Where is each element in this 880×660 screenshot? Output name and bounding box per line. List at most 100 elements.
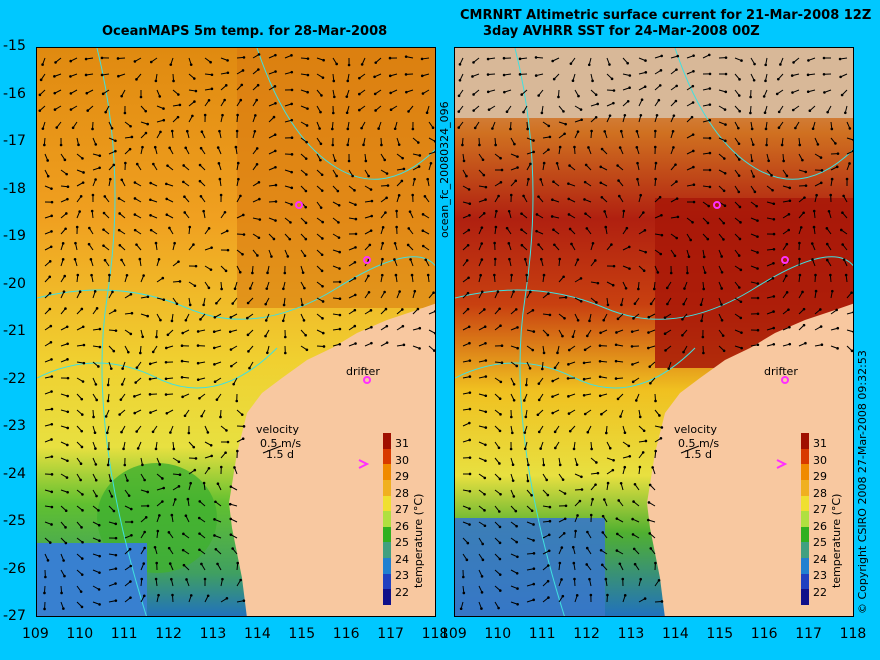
- current-arrowhead: [647, 346, 650, 350]
- current-arrowhead: [564, 504, 568, 508]
- current-arrowhead: [495, 209, 498, 213]
- current-arrowhead: [562, 532, 566, 535]
- current-arrowhead: [274, 53, 277, 57]
- current-arrowhead: [159, 318, 162, 322]
- current-arrowhead: [599, 165, 603, 169]
- current-arrowhead: [480, 575, 484, 578]
- current-arrowhead: [246, 333, 250, 337]
- current-arrowhead: [536, 413, 540, 417]
- current-arrowhead: [46, 174, 50, 178]
- current-arrowhead: [221, 577, 224, 581]
- current-arrowhead: [362, 143, 365, 147]
- current-arrowhead: [84, 57, 88, 61]
- current-arrowhead: [819, 181, 823, 185]
- current-arrowhead: [49, 245, 53, 249]
- current-arrowhead: [600, 147, 604, 151]
- current-arrowhead: [535, 229, 538, 233]
- current-arrowhead: [50, 358, 53, 361]
- current-arrowhead: [410, 273, 414, 277]
- current-arrowhead: [434, 310, 435, 313]
- current-arrowhead: [224, 451, 227, 455]
- current-arrowhead: [627, 444, 631, 448]
- drifter-marker: [781, 376, 789, 384]
- current-arrowhead: [588, 319, 591, 323]
- current-arrowhead: [575, 463, 579, 466]
- current-arrowhead: [561, 334, 564, 338]
- current-arrowhead: [498, 462, 501, 465]
- current-arrowhead: [124, 161, 127, 165]
- current-arrowhead: [90, 209, 94, 213]
- current-arrowhead: [491, 127, 494, 130]
- current-arrowhead: [610, 243, 613, 246]
- current-arrowhead: [468, 341, 471, 345]
- current-arrowhead: [737, 174, 741, 177]
- current-arrowhead: [625, 226, 629, 230]
- longitude-tick: 114: [244, 626, 271, 642]
- current-arrowhead: [612, 101, 615, 105]
- current-arrowhead: [708, 87, 712, 90]
- current-arrowhead: [282, 303, 286, 307]
- current-arrowhead: [579, 108, 583, 111]
- current-arrowhead: [133, 181, 137, 184]
- current-arrowhead: [321, 76, 325, 79]
- current-arrowhead: [499, 181, 503, 184]
- current-arrowhead: [567, 363, 570, 366]
- current-arrowhead: [433, 331, 435, 335]
- current-arrowhead: [384, 211, 387, 214]
- current-arrowhead: [771, 188, 774, 192]
- current-arrowhead: [175, 302, 179, 306]
- current-arrowhead: [472, 93, 475, 96]
- current-arrowhead: [647, 315, 651, 319]
- current-arrowhead: [386, 184, 390, 187]
- longitude-tick: 111: [110, 626, 138, 642]
- current-arrowhead: [553, 243, 556, 247]
- current-arrowhead: [567, 395, 570, 398]
- current-arrowhead: [841, 243, 844, 246]
- longitude-tick: 118: [839, 626, 867, 642]
- current-arrowhead: [812, 209, 816, 213]
- current-arrowhead: [112, 509, 116, 513]
- drifter-marker: [781, 256, 789, 264]
- current-arrowhead: [567, 182, 570, 185]
- current-arrowhead: [246, 316, 249, 320]
- current-arrowhead: [164, 393, 168, 396]
- current-arrowhead: [254, 114, 257, 117]
- current-arrowhead: [787, 308, 790, 311]
- current-arrowhead: [373, 92, 377, 96]
- colorbar-swatch: [801, 479, 809, 497]
- current-arrowhead: [722, 189, 726, 193]
- current-arrowhead: [346, 127, 350, 131]
- current-arrowhead: [702, 287, 706, 291]
- current-arrowhead: [511, 431, 514, 435]
- current-arrowhead: [573, 577, 576, 581]
- current-arrowhead: [173, 241, 176, 245]
- current-arrowhead: [290, 203, 293, 206]
- current-arrowhead: [532, 139, 535, 142]
- current-arrowhead: [467, 188, 471, 191]
- current-arrowhead: [345, 111, 349, 115]
- current-arrowhead: [522, 399, 526, 402]
- current-arrowhead: [798, 273, 802, 277]
- current-arrowhead: [788, 199, 792, 203]
- current-arrowhead: [531, 308, 535, 312]
- current-arrowhead: [825, 227, 829, 230]
- current-arrowhead: [777, 126, 781, 130]
- current-arrowhead: [48, 260, 52, 263]
- current-arrowhead: [511, 463, 515, 466]
- current-arrowhead: [738, 286, 741, 289]
- current-arrowhead: [228, 502, 232, 506]
- current-arrowhead: [133, 197, 137, 200]
- current-arrowhead: [385, 341, 389, 344]
- current-arrowhead: [542, 463, 546, 467]
- colorbar-swatch: [383, 589, 391, 606]
- current-arrowhead: [210, 246, 213, 249]
- current-arrowhead: [102, 211, 106, 215]
- current-arrowhead: [120, 383, 124, 386]
- current-arrowhead: [393, 258, 396, 261]
- current-arrowhead: [772, 232, 776, 236]
- current-arrowhead: [94, 383, 98, 386]
- current-arrowhead: [114, 599, 118, 602]
- current-arrowhead: [149, 411, 152, 414]
- current-arrowhead: [682, 302, 685, 306]
- current-arrowhead: [756, 328, 760, 332]
